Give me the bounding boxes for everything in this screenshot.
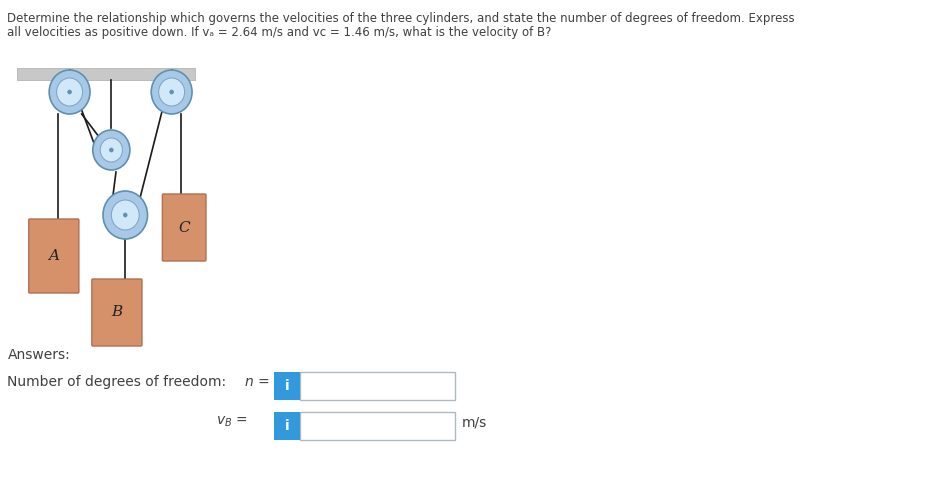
Circle shape [110, 148, 113, 152]
Circle shape [103, 191, 147, 239]
FancyBboxPatch shape [273, 372, 300, 400]
Circle shape [158, 78, 184, 106]
Circle shape [111, 200, 139, 230]
Text: i: i [284, 419, 288, 433]
Text: n =: n = [244, 375, 270, 389]
Text: all velocities as positive down. If vₐ = 2.64 m/s and vᴄ = 1.46 m/s, what is the: all velocities as positive down. If vₐ =… [7, 26, 551, 39]
Circle shape [169, 90, 173, 94]
Circle shape [151, 70, 192, 114]
Text: i: i [284, 379, 288, 393]
FancyBboxPatch shape [162, 194, 206, 261]
Text: m/s: m/s [461, 415, 487, 429]
Text: A: A [49, 249, 59, 263]
Circle shape [67, 90, 71, 94]
FancyBboxPatch shape [29, 219, 79, 293]
Bar [17, 68, 195, 80]
Circle shape [56, 78, 82, 106]
Circle shape [100, 138, 123, 162]
FancyBboxPatch shape [273, 412, 300, 440]
Circle shape [49, 70, 90, 114]
Circle shape [124, 213, 127, 217]
Text: B: B [111, 305, 123, 320]
FancyBboxPatch shape [92, 279, 141, 346]
Circle shape [93, 130, 130, 170]
FancyBboxPatch shape [300, 372, 454, 400]
Text: Determine the relationship which governs the velocities of the three cylinders, : Determine the relationship which governs… [7, 12, 795, 25]
Text: $v_B$ =: $v_B$ = [216, 415, 248, 430]
Text: C: C [178, 220, 190, 235]
Text: Number of degrees of freedom:: Number of degrees of freedom: [7, 375, 227, 389]
FancyBboxPatch shape [300, 412, 454, 440]
Text: Answers:: Answers: [7, 348, 70, 362]
